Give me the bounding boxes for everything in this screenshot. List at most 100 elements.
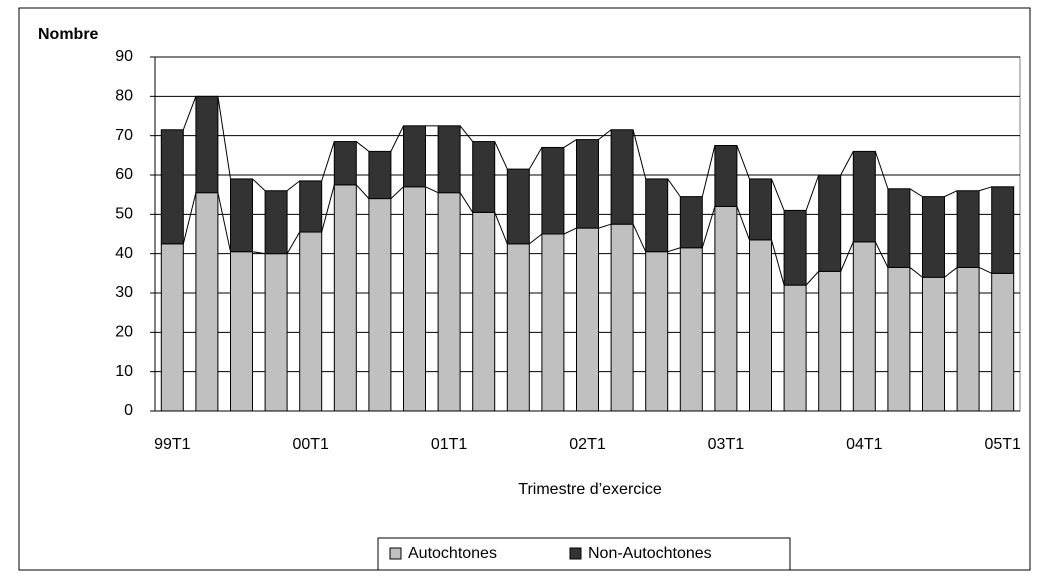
series-line (252, 251, 266, 255)
bar (645, 251, 669, 412)
y-tick-label: 30 (115, 284, 133, 301)
series-line (701, 206, 716, 248)
series-line (390, 125, 404, 152)
bar (264, 253, 288, 412)
series-line (321, 184, 335, 233)
bar (506, 168, 530, 245)
legend-label: Non-Autochtones (588, 545, 712, 562)
bar (956, 266, 980, 412)
bar (403, 125, 426, 188)
y-tick-label: 90 (115, 48, 133, 65)
series-line (598, 129, 612, 140)
series-line (252, 178, 266, 192)
bar (472, 141, 496, 213)
series-line (182, 96, 197, 130)
y-tick-label: 50 (115, 206, 133, 223)
series-line (771, 178, 785, 211)
series-line (667, 178, 681, 197)
y-tick-label: 20 (115, 324, 133, 341)
x-tick-label: 01T1 (431, 436, 468, 453)
series-line (563, 139, 577, 148)
series-line (805, 174, 820, 211)
bar (541, 146, 565, 235)
series-line (944, 190, 958, 198)
series-line (459, 125, 474, 142)
bar (991, 186, 1015, 274)
y-tick-label: 10 (115, 363, 133, 380)
bar (160, 243, 184, 412)
x-tick-label: 04T1 (846, 436, 883, 453)
bar (403, 186, 426, 412)
series-line (182, 192, 197, 244)
series-line (874, 151, 889, 189)
series-line (840, 151, 854, 176)
bar (541, 233, 565, 412)
series-line (321, 141, 335, 182)
bar (645, 178, 669, 253)
bar (368, 150, 392, 200)
bar (576, 139, 599, 229)
series-line (978, 266, 992, 274)
bar (264, 190, 288, 255)
bar (576, 227, 599, 412)
bar (783, 209, 807, 286)
bar (437, 125, 461, 194)
bar (437, 192, 461, 412)
series-line (390, 186, 404, 199)
x-tick-label: 05T1 (984, 436, 1021, 453)
series-line (978, 186, 992, 192)
bar (610, 223, 634, 412)
series-line (667, 247, 681, 253)
legend-label: Autochtones (408, 545, 497, 562)
y-tick-label: 40 (115, 245, 133, 262)
x-tick-label: 00T1 (292, 436, 329, 453)
bar (333, 141, 357, 186)
bar (783, 284, 807, 412)
series-line (805, 271, 820, 286)
bar (749, 178, 772, 241)
bar (506, 243, 530, 412)
series-line (874, 241, 889, 268)
bar (922, 276, 945, 412)
bar (991, 272, 1015, 412)
bar (679, 196, 703, 249)
bar (887, 188, 911, 268)
bar (818, 174, 842, 272)
bar (852, 150, 876, 243)
bar (714, 205, 738, 412)
series-line (217, 192, 231, 252)
series-line (528, 147, 543, 170)
series-line (736, 145, 750, 180)
x-tick-label: 02T1 (569, 436, 606, 453)
series-line (494, 212, 508, 245)
bar (610, 129, 634, 225)
bar (230, 251, 253, 412)
series-line (598, 223, 612, 229)
legend-swatch (389, 547, 402, 560)
y-tick-label: 60 (115, 166, 133, 183)
series-line (286, 231, 301, 254)
x-tick-label: 99T1 (154, 436, 191, 453)
bar (368, 198, 392, 412)
series-line (425, 186, 439, 194)
bar (195, 192, 219, 412)
bar (679, 247, 703, 412)
bar (922, 196, 945, 278)
series-line (909, 188, 923, 198)
series-line (909, 267, 923, 278)
bar (195, 95, 219, 194)
series-line (459, 192, 474, 213)
series-line (736, 206, 750, 241)
series-line (286, 180, 301, 192)
series-line (355, 141, 370, 152)
x-tick-label: 03T1 (708, 436, 745, 453)
series-line (771, 239, 785, 286)
series-line (217, 96, 231, 180)
series-line (632, 129, 647, 180)
series-line (701, 145, 716, 197)
x-axis-label: Trimestre d’exercice (518, 481, 662, 498)
y-tick-label: 80 (115, 88, 133, 105)
legend-box (377, 537, 791, 571)
series-line (528, 233, 543, 245)
